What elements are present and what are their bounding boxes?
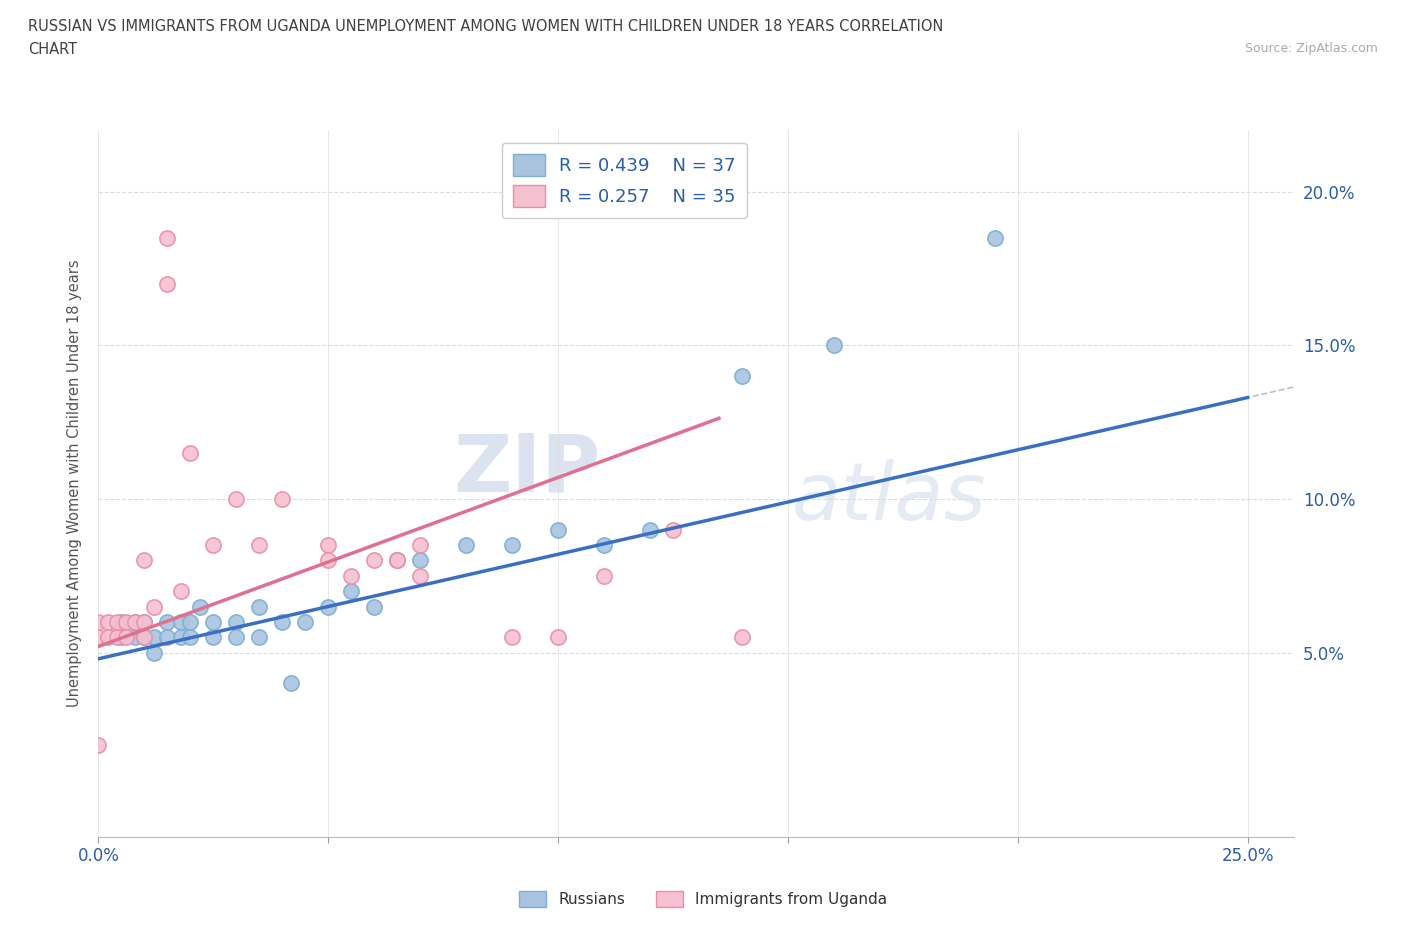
Point — [179, 615, 201, 630]
Point — [340, 568, 363, 583]
Point — [823, 338, 845, 352]
Point — [385, 553, 409, 568]
Point — [124, 615, 146, 630]
Point — [409, 568, 432, 583]
Point — [247, 630, 270, 644]
Point — [385, 553, 409, 568]
Text: CHART: CHART — [28, 42, 77, 57]
Point — [294, 615, 316, 630]
Point — [280, 676, 302, 691]
Point — [547, 630, 569, 644]
Point — [340, 584, 363, 599]
Point — [156, 231, 179, 246]
Point — [87, 630, 110, 644]
Point — [731, 368, 754, 383]
Point — [202, 615, 225, 630]
Point — [638, 523, 661, 538]
Point — [142, 630, 165, 644]
Point — [142, 599, 165, 614]
Point — [409, 553, 432, 568]
Point — [105, 630, 128, 644]
Point — [97, 615, 120, 630]
Text: atlas: atlas — [792, 458, 987, 537]
Point — [271, 615, 294, 630]
Text: RUSSIAN VS IMMIGRANTS FROM UGANDA UNEMPLOYMENT AMONG WOMEN WITH CHILDREN UNDER 1: RUSSIAN VS IMMIGRANTS FROM UGANDA UNEMPL… — [28, 19, 943, 33]
Point — [110, 615, 132, 630]
Point — [97, 630, 120, 644]
Legend: Russians, Immigrants from Uganda: Russians, Immigrants from Uganda — [512, 884, 894, 913]
Point — [134, 553, 156, 568]
Point — [593, 568, 616, 583]
Point — [134, 630, 156, 644]
Point — [225, 630, 247, 644]
Point — [115, 615, 138, 630]
Point — [124, 615, 146, 630]
Point — [363, 599, 385, 614]
Point — [225, 492, 247, 507]
Point — [170, 615, 193, 630]
Point — [110, 630, 132, 644]
Point — [134, 615, 156, 630]
Point — [247, 599, 270, 614]
Text: Source: ZipAtlas.com: Source: ZipAtlas.com — [1244, 42, 1378, 55]
Point — [202, 538, 225, 552]
Point — [316, 553, 339, 568]
Point — [202, 630, 225, 644]
Point — [188, 599, 211, 614]
Point — [87, 615, 110, 630]
Point — [547, 523, 569, 538]
Point — [662, 523, 685, 538]
Point — [271, 492, 294, 507]
Point — [316, 599, 339, 614]
Legend: R = 0.439    N = 37, R = 0.257    N = 35: R = 0.439 N = 37, R = 0.257 N = 35 — [502, 143, 747, 218]
Point — [179, 630, 201, 644]
Point — [363, 553, 385, 568]
Point — [156, 630, 179, 644]
Point — [142, 645, 165, 660]
Point — [316, 538, 339, 552]
Point — [87, 737, 110, 752]
Point — [409, 538, 432, 552]
Y-axis label: Unemployment Among Women with Children Under 18 years: Unemployment Among Women with Children U… — [67, 259, 83, 708]
Point — [156, 276, 179, 291]
Point — [170, 584, 193, 599]
Point — [225, 615, 247, 630]
Point — [984, 231, 1007, 246]
Point — [385, 553, 409, 568]
Point — [156, 615, 179, 630]
Point — [731, 630, 754, 644]
Point — [593, 538, 616, 552]
Point — [179, 445, 201, 460]
Text: ZIP: ZIP — [453, 431, 600, 509]
Point — [247, 538, 270, 552]
Point — [105, 615, 128, 630]
Point — [501, 630, 523, 644]
Point — [134, 630, 156, 644]
Point — [501, 538, 523, 552]
Point — [170, 630, 193, 644]
Point — [456, 538, 478, 552]
Point — [124, 630, 146, 644]
Point — [134, 615, 156, 630]
Point — [115, 630, 138, 644]
